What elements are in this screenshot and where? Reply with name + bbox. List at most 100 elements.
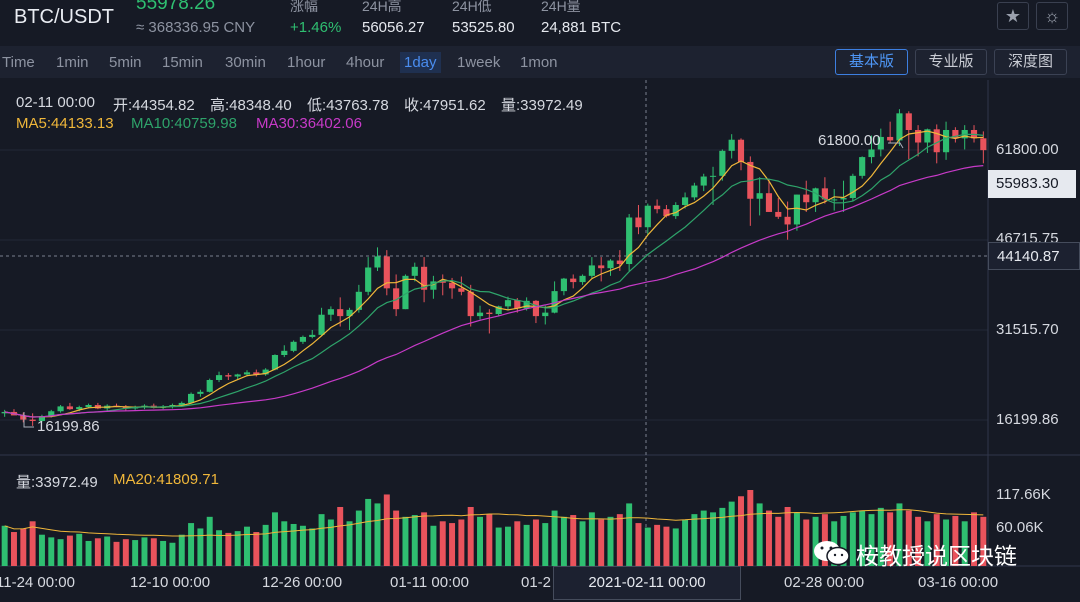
candle-body [122,406,129,409]
tab-time[interactable]: Time [2,54,35,71]
volume-bar [449,523,456,566]
candle-body [113,405,120,407]
candle-body [85,405,92,408]
volume-bar [169,542,176,566]
volume-bar [756,503,763,566]
volume-bar [635,523,642,566]
candle-body [598,265,605,269]
candle-body [281,350,288,355]
tab-1day[interactable]: 1day [400,52,441,73]
tab-1week[interactable]: 1week [457,54,501,71]
max-marker-pointer [888,142,904,149]
candle-body [644,205,651,228]
low24-label: 24H低 [452,0,492,14]
cny-price: ≈ 368336.95 CNY [136,19,256,36]
candle-body [430,281,437,290]
last-price: 55978.26 [136,0,216,14]
candle-body [924,129,931,143]
volume-bar [486,514,493,566]
candle-body [76,407,83,410]
volume-bar [700,510,707,566]
candle-body [1,411,8,414]
volume-bar [188,523,195,566]
volume-bar [775,516,782,566]
volume-bar [560,516,567,566]
candle-body [942,130,950,153]
change-value: +1.46% [290,19,342,36]
candle-body [961,130,968,139]
tab-1min[interactable]: 1min [56,54,89,71]
candle-body [234,374,241,377]
change-label: 涨幅 [290,0,318,14]
candle-body [523,300,530,309]
volume-bar [160,540,167,566]
price-tick-1: 61800.00 [996,141,1059,158]
ma5-line [4,130,984,418]
ohlc-low: 低:43763.78 [307,97,389,114]
candle-body [747,161,754,199]
volume-bar [477,516,484,566]
candle-body [225,375,232,377]
candle-body [831,199,838,201]
volume-bar [691,514,698,566]
tab-30min[interactable]: 30min [225,54,266,71]
tab-15min[interactable]: 15min [162,54,203,71]
candle-body [570,278,577,283]
candle-body [980,138,987,151]
volume-bar [803,519,810,566]
date-tick-4: 01-11 00:00 [390,574,469,591]
current-price-tag: 55983.30 [988,170,1076,198]
candle-body [169,405,176,407]
date-tick-7: 03-16 00:00 [918,574,999,591]
candle-body [141,405,148,408]
tab-4hour[interactable]: 4hour [346,54,385,71]
pro-version-button[interactable]: 专业版 [915,49,987,75]
depth-chart-button[interactable]: 深度图 [994,49,1067,75]
tab-1mon[interactable]: 1mon [520,54,558,71]
volume-bar [784,506,791,566]
candle-body [486,312,493,315]
candle-body [803,194,810,203]
candle-body [421,266,428,290]
candle-body [896,113,903,141]
star-icon[interactable]: ★ [997,2,1029,30]
volume-bar [765,510,772,566]
candle-body [626,217,633,265]
candle-body [206,380,213,392]
candle-body [383,256,390,289]
volume-bar [318,514,325,566]
volume-bar [29,521,36,566]
volume-bar [393,510,400,566]
volume-bar [542,523,549,566]
volume-bar [495,527,502,566]
price-tick-4: 16199.86 [996,411,1059,428]
volume-bar [141,537,148,566]
tab-5min[interactable]: 5min [109,54,142,71]
volume-bar [76,533,83,566]
min-price-marker: 16199.86 [37,418,100,435]
tab-1hour[interactable]: 1hour [287,54,326,71]
volume-ma20-line [4,509,984,537]
candle-body [654,205,661,210]
volume-bar [383,494,390,566]
candle-body [504,300,512,307]
candle-body [709,175,717,177]
candle-body [728,139,735,151]
volume-bar [1,525,8,566]
volume-bar [532,519,539,566]
volume-bar [682,519,689,566]
basic-version-button[interactable]: 基本版 [835,49,908,75]
volume-bar [570,515,577,566]
volume-bar [402,516,409,566]
high24-value: 56056.27 [362,19,425,36]
ohlc-high: 高:48348.40 [210,97,292,114]
sun-icon[interactable]: ☼ [1036,2,1068,30]
candle-body [691,185,698,198]
pair-name[interactable]: BTC/USDT [14,6,114,28]
ohlc-open: 开:44354.82 [113,97,195,114]
candle-body [253,372,260,375]
candle-body [607,260,614,269]
candle-body [57,406,64,412]
candle-body [402,275,409,310]
